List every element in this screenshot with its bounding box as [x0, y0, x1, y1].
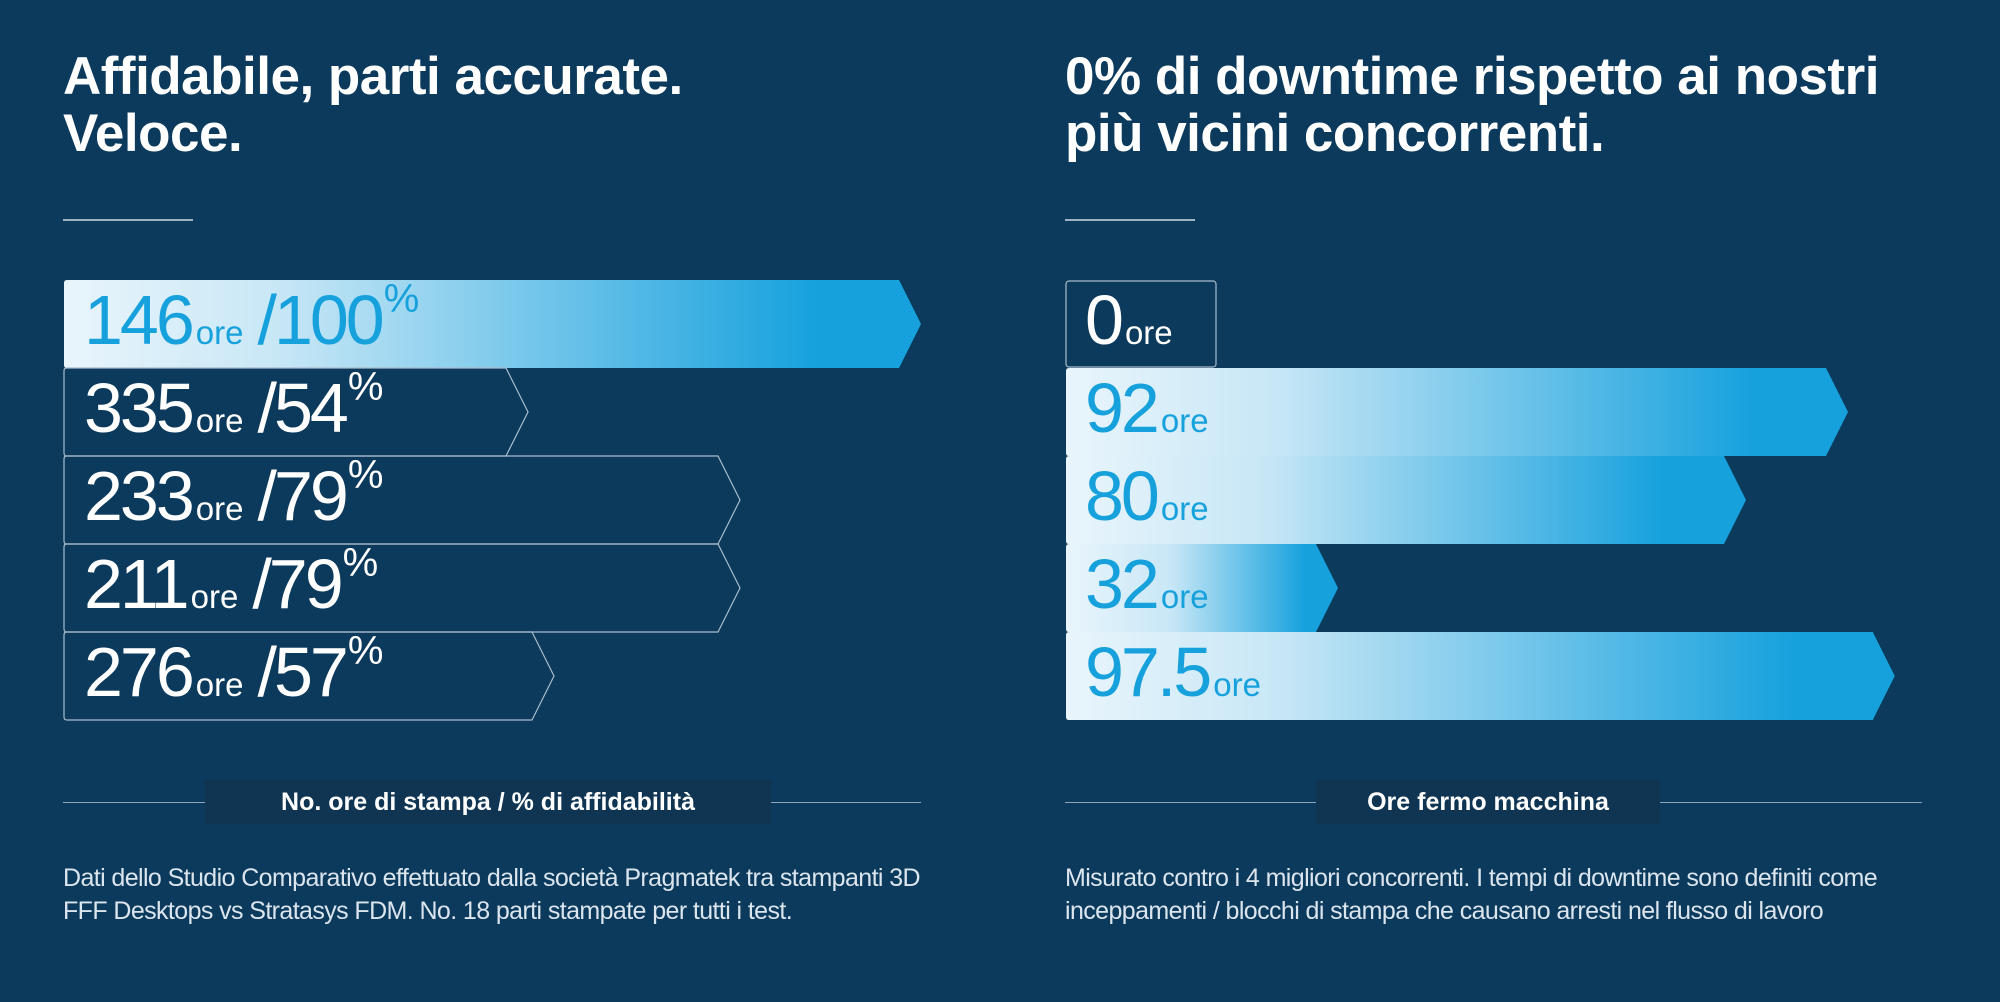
reliability-bar	[63, 631, 555, 721]
left-footnote-line-2: FFF Desktops vs Stratasys FDM. No. 18 pa…	[63, 897, 793, 925]
downtime-bar	[1066, 368, 1848, 456]
right-title: 0% di downtime rispetto ai nostri più vi…	[1065, 48, 1879, 162]
right-axis-caption: Ore fermo macchina	[1316, 780, 1660, 824]
right-title-rule	[1065, 219, 1195, 221]
left-title-line-2: Veloce.	[63, 104, 243, 163]
right-footnote-line-2: inceppamenti / blocchi di stampa che cau…	[1065, 897, 1824, 925]
right-downtime-chart: 0 ore 92 ore 80 ore 32 ore 97.5 ore	[1065, 280, 1895, 720]
bar-value-label: 97.5 ore	[1085, 633, 1261, 711]
left-title: Affidabile, parti accurate. Veloce.	[63, 48, 683, 162]
downtime-bar	[1066, 632, 1895, 720]
left-axis-caption: No. ore di stampa / % di affidabilità	[205, 780, 771, 824]
bar-value-label: 92 ore	[1085, 369, 1209, 447]
right-title-line-2: più vicini concorrenti.	[1065, 104, 1605, 163]
bar-value-label: 80 ore	[1085, 457, 1209, 535]
bar-value-label: 32 ore	[1085, 545, 1209, 623]
right-footnote: Misurato contro i 4 migliori concorrenti…	[1065, 862, 1878, 928]
bar-value-label: 233 ore/79%	[84, 453, 383, 535]
left-footnote: Dati dello Studio Comparativo effettuato…	[63, 862, 921, 928]
bar-value-label: 0 ore	[1085, 281, 1173, 359]
left-reliability-chart: 146 ore/100%335 ore/54%233 ore/79%211 ore/79…	[63, 277, 921, 721]
downtime-bar	[1066, 544, 1338, 632]
bar-value-label: 276 ore/57%	[84, 629, 383, 711]
downtime-bar-zero	[1065, 280, 1217, 368]
bar-value-label: 211 ore/79%	[84, 541, 378, 623]
left-title-line-1: Affidabile, parti accurate.	[63, 47, 683, 106]
right-caption-row: Ore fermo macchina	[1065, 780, 1922, 824]
downtime-bar	[1066, 456, 1746, 544]
bar-value-label: 146 ore/100%	[84, 277, 419, 359]
bar-value-label: 335 ore/54%	[84, 365, 383, 447]
right-footnote-line-1: Misurato contro i 4 migliori concorrenti…	[1065, 864, 1878, 892]
left-title-rule	[63, 219, 193, 221]
right-title-line-1: 0% di downtime rispetto ai nostri	[1065, 47, 1879, 106]
left-footnote-line-1: Dati dello Studio Comparativo effettuato…	[63, 864, 921, 892]
left-caption-row: No. ore di stampa / % di affidabilità	[63, 780, 921, 824]
reliability-bar	[64, 280, 921, 368]
